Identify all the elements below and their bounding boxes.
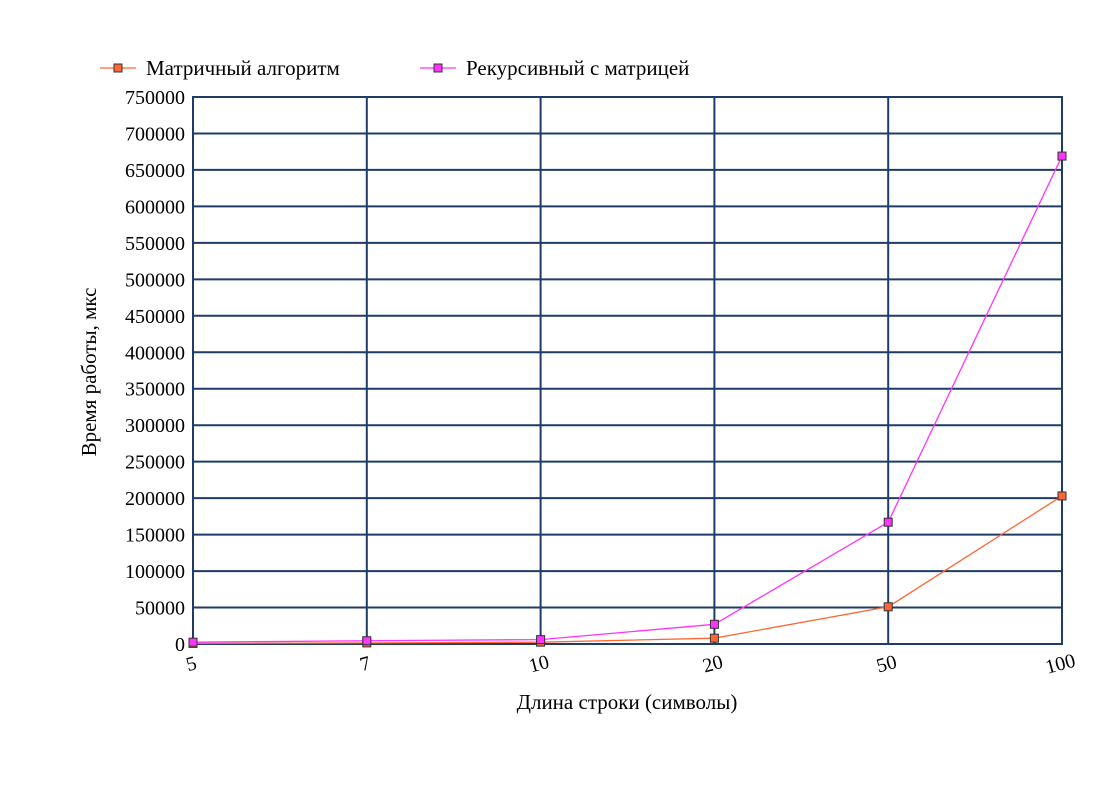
y-axis-title: Время работы, мкс [77, 288, 101, 457]
x-tick-label: 10 [527, 651, 552, 677]
y-tick-label: 0 [175, 634, 185, 656]
y-tick-label: 650000 [125, 160, 185, 182]
x-axis-ticks: 5 7 10 20 50 100 [184, 650, 1078, 679]
series-1 [188, 151, 1067, 647]
x-tick-label: 20 [700, 651, 725, 677]
legend: Матричный алгоритм Рекурсивный с матрицей [100, 56, 689, 80]
data-point [709, 619, 719, 629]
y-tick-label: 700000 [125, 123, 185, 145]
data-point [188, 637, 198, 647]
data-point [1057, 491, 1067, 501]
y-tick-label: 450000 [125, 306, 185, 328]
y-tick-label: 300000 [125, 415, 185, 437]
plot-border [192, 96, 1063, 645]
y-axis-ticks: 0 50000 100000 150000 200000 250000 300000 3500… [125, 87, 185, 656]
legend-label: Рекурсивный с матрицей [466, 56, 689, 80]
legend-item: Матричный алгоритм [100, 56, 340, 80]
series-0 [188, 491, 1067, 648]
data-point [362, 636, 372, 646]
x-axis-title: Длина строки (символы) [517, 690, 738, 714]
x-tick-label: 50 [874, 651, 899, 677]
series-layer [188, 151, 1067, 648]
y-tick-label: 500000 [125, 269, 185, 291]
y-tick-label: 250000 [125, 452, 185, 474]
y-tick-label: 150000 [125, 525, 185, 547]
series-line [192, 155, 1063, 643]
y-tick-label: 750000 [125, 87, 185, 109]
data-point [536, 635, 546, 645]
y-tick-label: 50000 [135, 598, 185, 620]
x-tick-label: 7 [358, 652, 373, 676]
legend-marker [113, 63, 123, 73]
y-tick-label: 550000 [125, 233, 185, 255]
data-point [1057, 151, 1067, 161]
y-tick-label: 600000 [125, 196, 185, 218]
y-tick-label: 100000 [125, 561, 185, 583]
grid-lines [192, 96, 1063, 645]
data-point [883, 602, 893, 612]
y-tick-label: 350000 [125, 379, 185, 401]
x-tick-label: 5 [184, 652, 199, 676]
legend-label: Матричный алгоритм [146, 56, 340, 80]
legend-marker [433, 63, 443, 73]
data-point [709, 633, 719, 643]
x-tick-label: 100 [1043, 650, 1078, 679]
legend-item: Рекурсивный с матрицей [420, 56, 689, 80]
series-line [192, 495, 1063, 645]
y-tick-label: 400000 [125, 342, 185, 364]
y-tick-label: 200000 [125, 488, 185, 510]
data-point [883, 517, 893, 527]
